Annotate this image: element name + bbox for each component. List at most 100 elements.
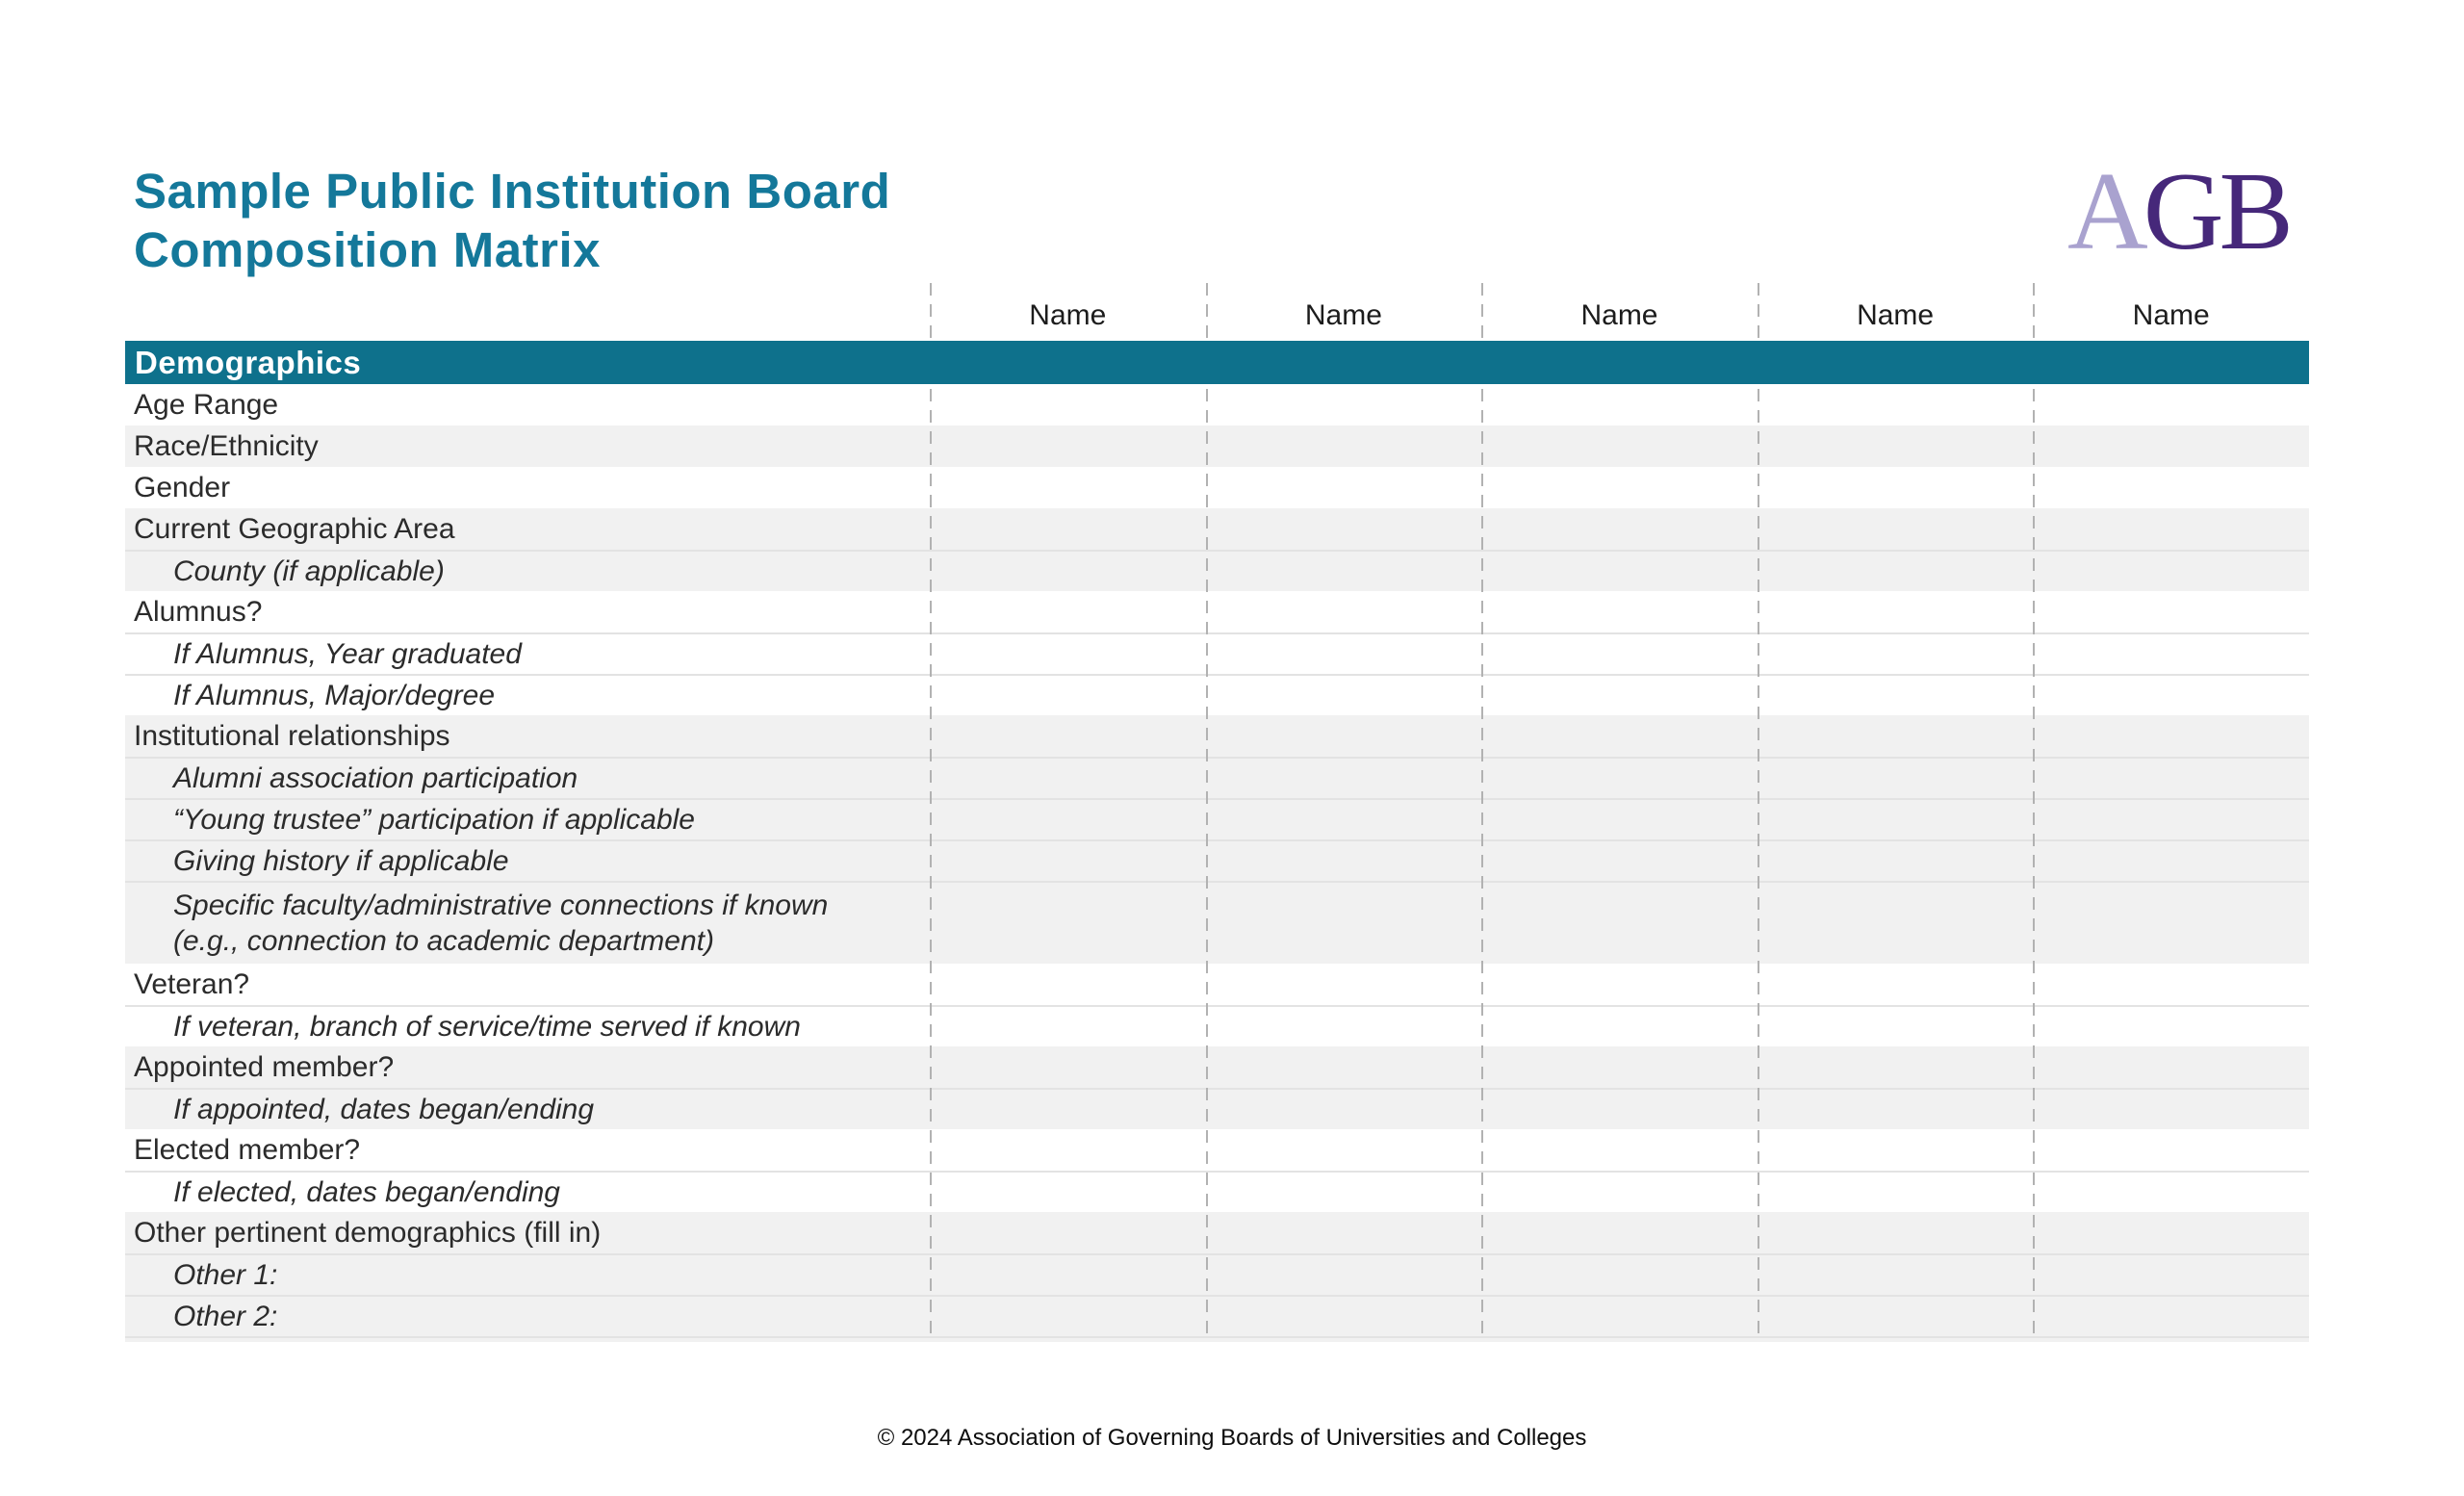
matrix-cell [1206,634,1482,674]
matrix-cell [1206,508,1482,550]
matrix-cell [1481,467,1758,508]
table-row: Gender [125,467,2309,508]
row-label: Alumni association participation [173,762,578,794]
matrix-cell [1758,508,2034,550]
matrix-cell [1481,591,1758,632]
matrix-cell [2033,1090,2309,1129]
table-row: If veteran, branch of service/time serve… [125,1005,2309,1046]
matrix-cell [1481,1046,1758,1088]
matrix-rows: Age Range Race/Ethnicity Gender Current Geo… [125,384,2309,1342]
row-label: Specific faculty/administrative connecti… [173,890,829,957]
matrix-cell [2033,964,2309,1005]
row-label: If veteran, branch of service/time serve… [173,1011,801,1043]
matrix-cell [930,676,1206,715]
matrix-cell [2033,467,2309,508]
matrix-cell [2033,883,2309,964]
matrix-cell [930,1046,1206,1088]
table-row: Giving history if applicable [125,839,2309,881]
matrix-cell [1758,883,2034,964]
matrix-cell [1758,384,2034,426]
matrix-cell [1206,384,1482,426]
table-row: Other 1: [125,1253,2309,1295]
row-label: If appointed, dates began/ending [173,1094,595,1125]
table-row: Alumnus? [125,591,2309,632]
agb-logo: AGB [2067,156,2294,268]
matrix-cell [930,1212,1206,1253]
column-header-name: Name [2132,299,2210,331]
row-label: If Alumnus, Major/degree [173,680,496,711]
matrix-cell [1206,467,1482,508]
matrix-cell [930,715,1206,757]
section-header-label: Demographics [135,344,362,380]
matrix-cell [1481,1297,1758,1336]
table-row: Age Range [125,384,2309,426]
matrix-cell [1206,715,1482,757]
page-title-line2: Composition Matrix [134,222,602,277]
matrix-cell [930,1255,1206,1295]
matrix-cell [930,1090,1206,1129]
column-header-name: Name [1029,299,1107,331]
matrix-cell [930,467,1206,508]
matrix-cell [1481,508,1758,550]
matrix-cell [1481,634,1758,674]
column-header-name: Name [1580,299,1658,331]
matrix-cell [1206,1046,1482,1088]
matrix-cell [1206,841,1482,881]
matrix-cell [1481,841,1758,881]
matrix-cell [1758,800,2034,839]
table-row: Veteran? [125,964,2309,1005]
matrix-cell [1206,552,1482,591]
matrix-cell [1481,1007,1758,1046]
table-row: Elected member? [125,1129,2309,1171]
matrix-cell [1206,1007,1482,1046]
table-row: Alumni association participation [125,757,2309,798]
column-header-row: Name Name Name Name Name [125,283,2309,341]
table-row: If elected, dates began/ending [125,1171,2309,1212]
row-label: Alumnus? [134,596,263,628]
row-label: Veteran? [134,968,250,1000]
matrix-cell [1758,715,2034,757]
matrix-cell [1758,1046,2034,1088]
column-header-name: Name [1857,299,1935,331]
matrix-cell [2033,841,2309,881]
table-row: If Alumnus, Year graduated [125,632,2309,674]
row-label: “Young trustee” participation if applica… [173,804,695,836]
matrix-cell [1206,1173,1482,1212]
matrix-cell [930,426,1206,467]
matrix-cell [1758,1255,2034,1295]
matrix-cell [2033,634,2309,674]
matrix-cell [1758,964,2034,1005]
matrix-cell [2033,676,2309,715]
matrix-cell [2033,1297,2309,1336]
matrix-cell [1758,634,2034,674]
matrix-cell [930,552,1206,591]
table-row: County (if applicable) [125,550,2309,591]
row-label: Other pertinent demographics (fill in) [134,1217,602,1249]
column-divider-dashed-line [1758,283,1759,1342]
page-title: Sample Public Institution Board Composit… [134,162,890,279]
table-row: “Young trustee” participation if applica… [125,798,2309,839]
page-title-line1: Sample Public Institution Board [134,164,891,219]
matrix-cell [1206,883,1482,964]
matrix-cell [1758,1090,2034,1129]
row-label: If Alumnus, Year graduated [173,638,522,670]
row-label: Other 1: [173,1259,278,1291]
matrix-cell [1206,1129,1482,1171]
matrix-cell [1481,883,1758,964]
table-bottom-strip [125,1336,2309,1342]
row-label: If elected, dates began/ending [173,1176,560,1208]
row-label: Elected member? [134,1134,361,1166]
logo-letter-a: A [2067,150,2148,273]
row-label: County (if applicable) [173,555,445,587]
matrix-cell [2033,508,2309,550]
matrix-cell [930,1297,1206,1336]
matrix-cell [1758,467,2034,508]
matrix-cell [2033,384,2309,426]
matrix-cell [930,1129,1206,1171]
matrix-cell [930,800,1206,839]
matrix-cell [1758,841,2034,881]
matrix-cell [2033,1255,2309,1295]
row-label: Current Geographic Area [134,513,455,545]
matrix-cell [930,964,1206,1005]
